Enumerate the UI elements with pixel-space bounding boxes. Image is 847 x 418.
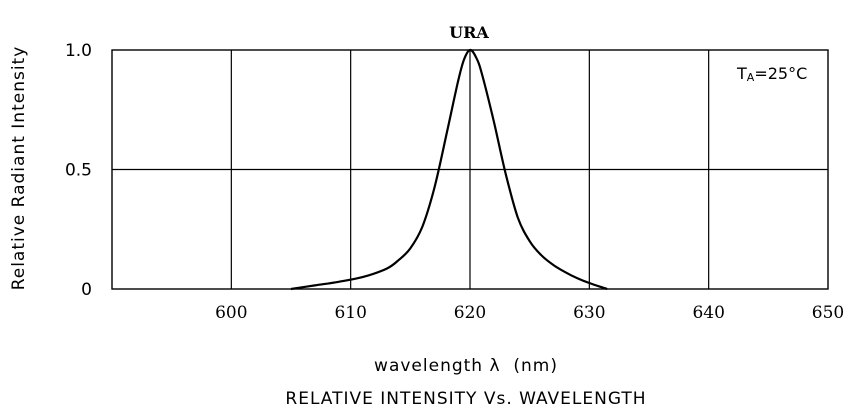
series-layer: [290, 48, 608, 291]
x-tick-label-3: 630: [573, 303, 605, 323]
y-tick-label-1: 0.5: [65, 161, 92, 181]
x-tick-label-0: 600: [215, 303, 247, 323]
x-tick-label-1: 610: [334, 303, 366, 323]
temperature-annotation-subscript: A: [747, 71, 755, 84]
x-tick-label-5: 650: [812, 303, 844, 323]
temperature-annotation: TA=25°C: [736, 64, 807, 84]
y-tick-label-0: 0: [81, 280, 92, 300]
plot-grid: [112, 50, 828, 289]
x-tick-labels: 600 610 620 630 640 650: [215, 303, 844, 323]
y-tick-label-2: 1.0: [65, 41, 92, 61]
series-line-0: [290, 48, 608, 291]
temperature-annotation-prefix: T: [736, 64, 747, 83]
series-label-ura: URA: [449, 23, 489, 42]
temperature-annotation-value: =25°C: [754, 64, 807, 83]
chart-title: RELATIVE INTENSITY Vs. WAVELENGTH: [285, 389, 646, 409]
x-tick-label-2: 620: [454, 303, 486, 323]
x-tick-label-4: 640: [692, 303, 724, 323]
x-axis-label: wavelength λ (nm): [374, 356, 558, 376]
y-tick-labels: 0 0.5 1.0: [65, 41, 92, 300]
y-axis-label: Relative Radiant Intensity: [9, 46, 29, 291]
